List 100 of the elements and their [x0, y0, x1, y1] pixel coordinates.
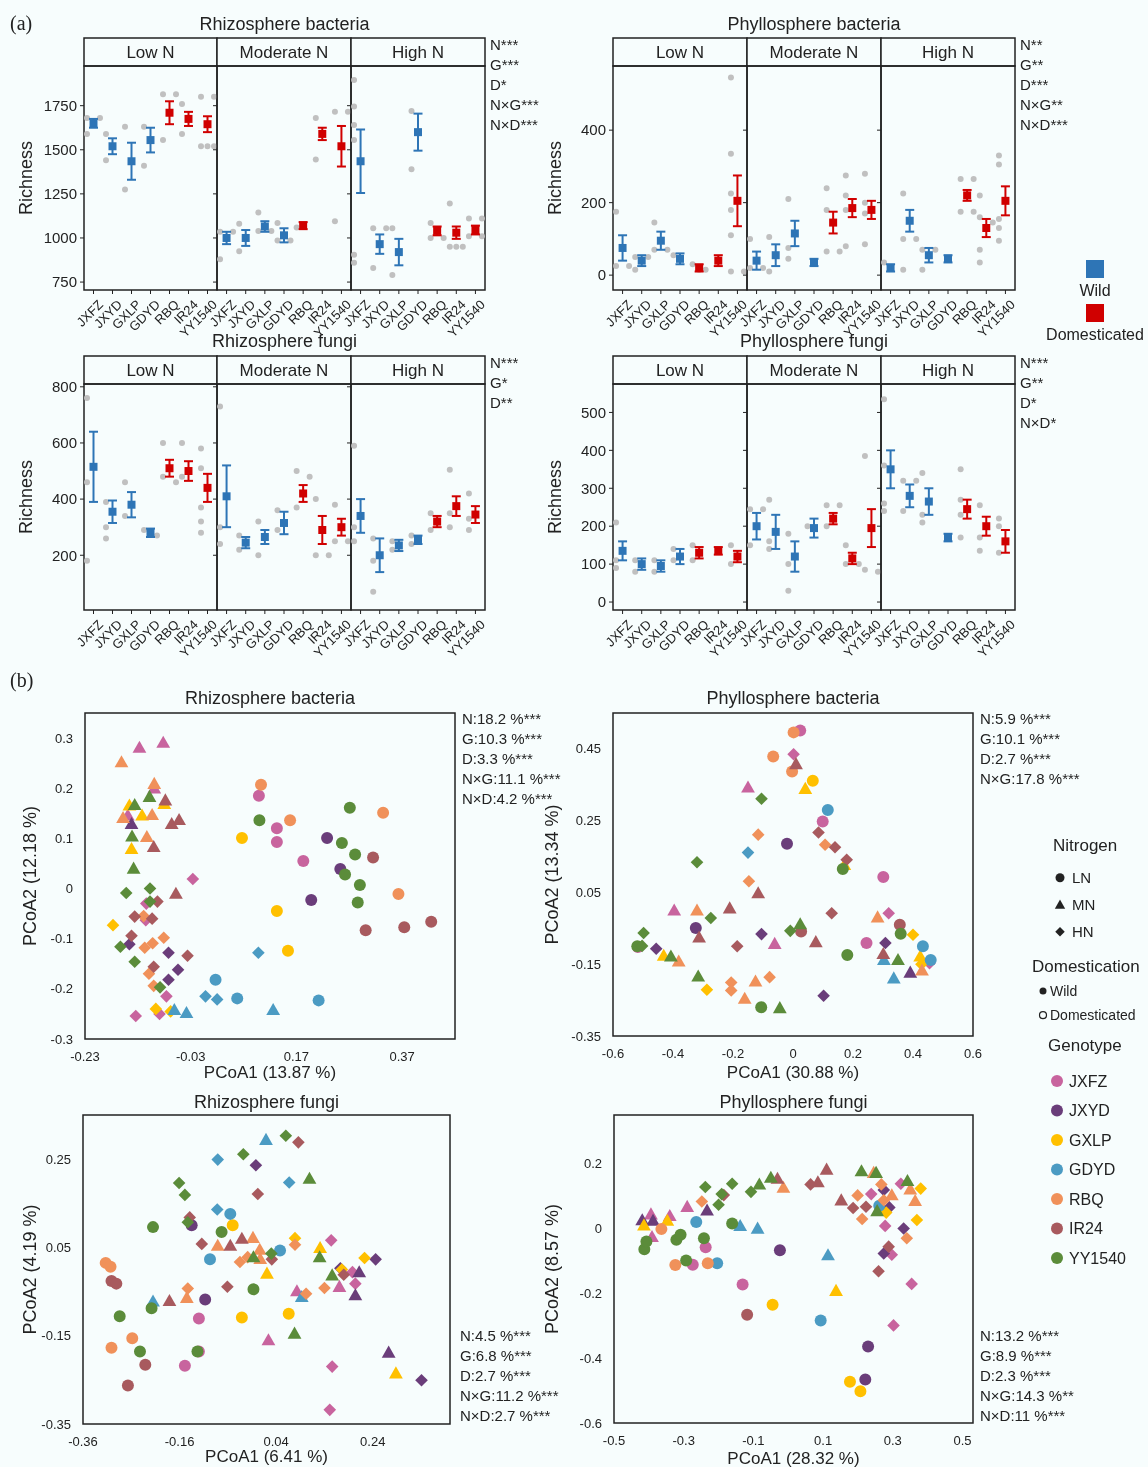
point [722, 901, 737, 914]
point [181, 1282, 195, 1295]
point [916, 940, 929, 953]
text: N:4.5 %*** [460, 1327, 532, 1344]
point [132, 740, 147, 753]
point [818, 838, 832, 852]
point [695, 1195, 709, 1208]
text: N×G:11.1 %*** [462, 770, 561, 787]
point [125, 929, 138, 942]
x-axis-title: PCoA1 (30.88 %) [726, 1063, 860, 1082]
chart-title: Phyllosphere bacteria [706, 688, 881, 708]
point [787, 726, 800, 739]
point [210, 993, 224, 1006]
point [806, 774, 819, 787]
text: Wild [1050, 983, 1078, 999]
point [179, 1006, 194, 1019]
point [142, 967, 156, 981]
point [870, 1204, 885, 1217]
point [736, 1278, 749, 1291]
legend-label: JXYD [1069, 1102, 1110, 1120]
x-tick-label: 0.2 [843, 1046, 863, 1061]
point [640, 1235, 653, 1248]
point [139, 829, 154, 843]
point [741, 1308, 754, 1321]
point [253, 814, 266, 827]
text: N*** [490, 354, 519, 371]
point [851, 1189, 864, 1202]
y-axis-title: Richness [545, 459, 565, 535]
point [903, 965, 918, 978]
point [106, 918, 120, 932]
point [671, 954, 686, 967]
point [192, 1312, 205, 1325]
point [906, 928, 920, 942]
point [381, 1345, 396, 1358]
point [343, 801, 356, 814]
point [128, 910, 141, 923]
point [305, 894, 318, 907]
point [299, 1287, 313, 1301]
point [178, 1188, 192, 1202]
x-tick-label: -0.03 [175, 1049, 206, 1064]
point [324, 1234, 338, 1247]
chart-title: Phyllosphere bacteria [727, 14, 902, 34]
text: N×D*** [490, 116, 539, 133]
point [755, 792, 768, 806]
point [700, 983, 714, 996]
point [337, 1268, 351, 1282]
point [349, 1277, 362, 1290]
point [149, 1002, 163, 1016]
y-tick-label: 400 [580, 441, 606, 459]
point [900, 1173, 915, 1186]
point [282, 1176, 296, 1189]
text: N** [1020, 36, 1043, 53]
point [897, 1222, 910, 1235]
text: N×D*** [1020, 116, 1069, 133]
y-tick-label: 0.05 [45, 1239, 71, 1255]
x-tick-label: 0.17 [283, 1049, 310, 1064]
point [114, 940, 127, 954]
point [204, 1253, 216, 1266]
point [252, 946, 265, 960]
x-tick-label: 0.6 [963, 1046, 983, 1061]
point [751, 886, 766, 899]
point [924, 953, 937, 966]
point [742, 875, 756, 888]
y-tick-label: 200 [580, 517, 606, 535]
point [246, 1250, 261, 1263]
y-tick-label: 1000 [43, 229, 77, 247]
x-axis-title: PCoA1 (6.41 %) [205, 1447, 328, 1466]
y-tick-label: -0.4 [579, 1350, 602, 1366]
point [231, 992, 244, 1005]
x-axis-title: PCoA1 (13.87 %) [203, 1063, 337, 1082]
x-tick-label: 0.24 [360, 1434, 386, 1449]
point [377, 806, 390, 819]
text: D:2.7 %*** [460, 1367, 532, 1384]
point [840, 853, 853, 867]
point [781, 837, 793, 850]
point [105, 1341, 118, 1354]
point [147, 776, 162, 789]
point [226, 1219, 239, 1232]
point [690, 1216, 703, 1228]
point [699, 1180, 712, 1194]
y-tick-label: -0.15 [571, 956, 601, 972]
point [325, 1268, 340, 1281]
text: G** [1020, 374, 1044, 391]
point [864, 1187, 878, 1201]
point [854, 1164, 869, 1177]
y-tick-label: -0.2 [579, 1285, 602, 1301]
point [862, 1340, 875, 1353]
y-tick-label: 0.25 [575, 813, 601, 829]
point [691, 969, 706, 982]
point [854, 1385, 867, 1398]
point [279, 1129, 293, 1143]
point [767, 750, 780, 763]
point [237, 1147, 250, 1161]
chart-subtitle: High N [922, 361, 974, 380]
point [162, 946, 175, 960]
point [859, 1373, 872, 1386]
point [690, 903, 704, 916]
point [637, 1218, 651, 1231]
y-tick-label: 400 [580, 121, 606, 139]
text: Domestication [1032, 957, 1140, 976]
